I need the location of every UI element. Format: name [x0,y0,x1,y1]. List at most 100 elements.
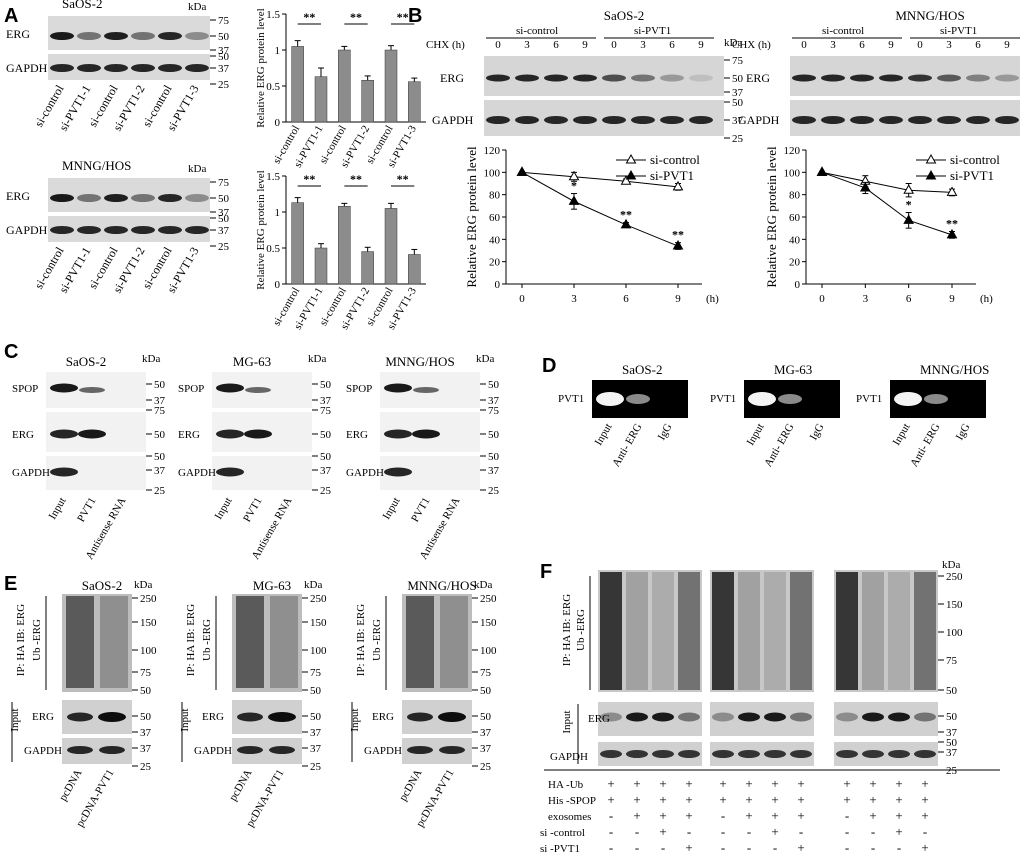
condition-value: + [921,792,928,807]
gapdh-strip [48,216,210,242]
x-tick-label: 9 [675,293,681,305]
marker-label: 50 [480,711,492,723]
condition-value: - [799,824,803,839]
blot-band [790,712,812,722]
marker-label: 25 [140,761,152,773]
ub-label: Ub -ERG [201,619,213,661]
bar [361,251,374,285]
blot-band [77,32,101,40]
row-label-spop: SPOP [178,383,204,395]
lane-label: Input [745,422,767,448]
blot-band [412,429,440,439]
marker-label: 100 [946,627,963,639]
condition-value: + [895,808,902,823]
lane-label: Input [891,422,913,448]
marker-label: 50 [140,711,152,723]
panel-label-f: F [540,561,552,583]
y-tick-label: 60 [789,212,801,224]
y-axis-label: Relative ERG protein level [255,170,267,289]
x-axis-label: (h) [980,293,993,305]
row-label-gapdh: GAPDH [6,61,48,75]
input-label: Input [349,708,361,731]
panel-label-b: B [408,5,422,27]
blot-band [712,712,734,722]
y-tick-label: 1 [275,207,281,219]
condition-value: - [661,840,665,855]
lane-label: pcDNA [397,767,425,803]
blot-band [573,74,597,82]
row-label-pvt1: PVT1 [558,393,584,405]
condition-value: - [773,840,777,855]
marker-label: 50 [488,429,500,441]
cell-line-label: MNNG/HOS [385,354,454,369]
chx-time: 6 [975,39,981,51]
ub-smear [100,596,128,688]
marker-label: 25 [320,485,332,497]
chx-time: 0 [495,39,501,51]
marker-label: 50 [732,97,744,109]
blot-band [158,194,182,202]
data-point [903,184,915,194]
marker-label: 75 [218,177,230,189]
lane-label: pcDNA [227,767,255,803]
row-label-gapdh: GAPDH [12,467,50,479]
lane-label: IgG [954,421,973,442]
row-label-gapdh: GAPDH [550,751,588,763]
condition-value: - [747,840,751,855]
blot-band [50,467,78,477]
gel-band [924,394,948,404]
marker-label: 50 [320,429,332,441]
cell-line-label: MG-63 [774,362,812,377]
lane-label: Anti- ERG [908,421,942,469]
group-label: si-control [822,25,864,37]
y-tick-label: 80 [489,190,501,202]
row-label-erg: ERG [372,711,394,723]
blot-band [626,712,648,722]
series-line [821,171,953,193]
marker-label: 150 [946,599,963,611]
significance-mark: ** [350,172,362,186]
blot-band [937,74,961,82]
marker-label: 37 [140,727,152,739]
condition-value: + [797,840,804,855]
condition-value: + [895,824,902,839]
marker-label: 75 [732,55,744,67]
blot-band [544,116,568,124]
marker-label: 75 [154,405,166,417]
condition-value: + [685,792,692,807]
condition-value: - [687,824,691,839]
blot-band [600,750,622,758]
marker-label: 37 [480,743,492,755]
row-label-erg: ERG [6,189,30,203]
row-label-erg: ERG [746,71,770,85]
blot-band [78,429,106,439]
blot-band [384,429,412,439]
y-axis-label: Relative ERG protein level [255,8,267,127]
condition-value: - [845,840,849,855]
y-tick-label: 0 [795,279,801,291]
marker-label: 25 [946,765,958,777]
condition-value: + [869,792,876,807]
marker-label: 50 [218,31,230,43]
marker-label: 25 [310,761,322,773]
data-point [859,181,871,192]
cell-line-label: SaOS-2 [82,578,122,593]
marker-label: 37 [320,465,332,477]
data-point [620,218,632,229]
cell-line-label: MNNG/HOS [62,158,131,173]
cell-line-label: MG-63 [253,578,291,593]
row-label-gapdh: GAPDH [432,113,474,127]
blot-band [995,74,1019,82]
condition-value: - [871,824,875,839]
ub-label: Ub -ERG [575,609,587,651]
blot-band [486,74,510,82]
blot-band [244,429,272,439]
chx-time: 3 [524,39,530,51]
blot-band [158,226,182,234]
blot-band [908,116,932,124]
row-label-erg: ERG [346,429,368,441]
series-line [521,171,679,188]
blot-band [879,116,903,124]
row-label-erg: ERG [32,711,54,723]
blot-band [626,750,648,758]
